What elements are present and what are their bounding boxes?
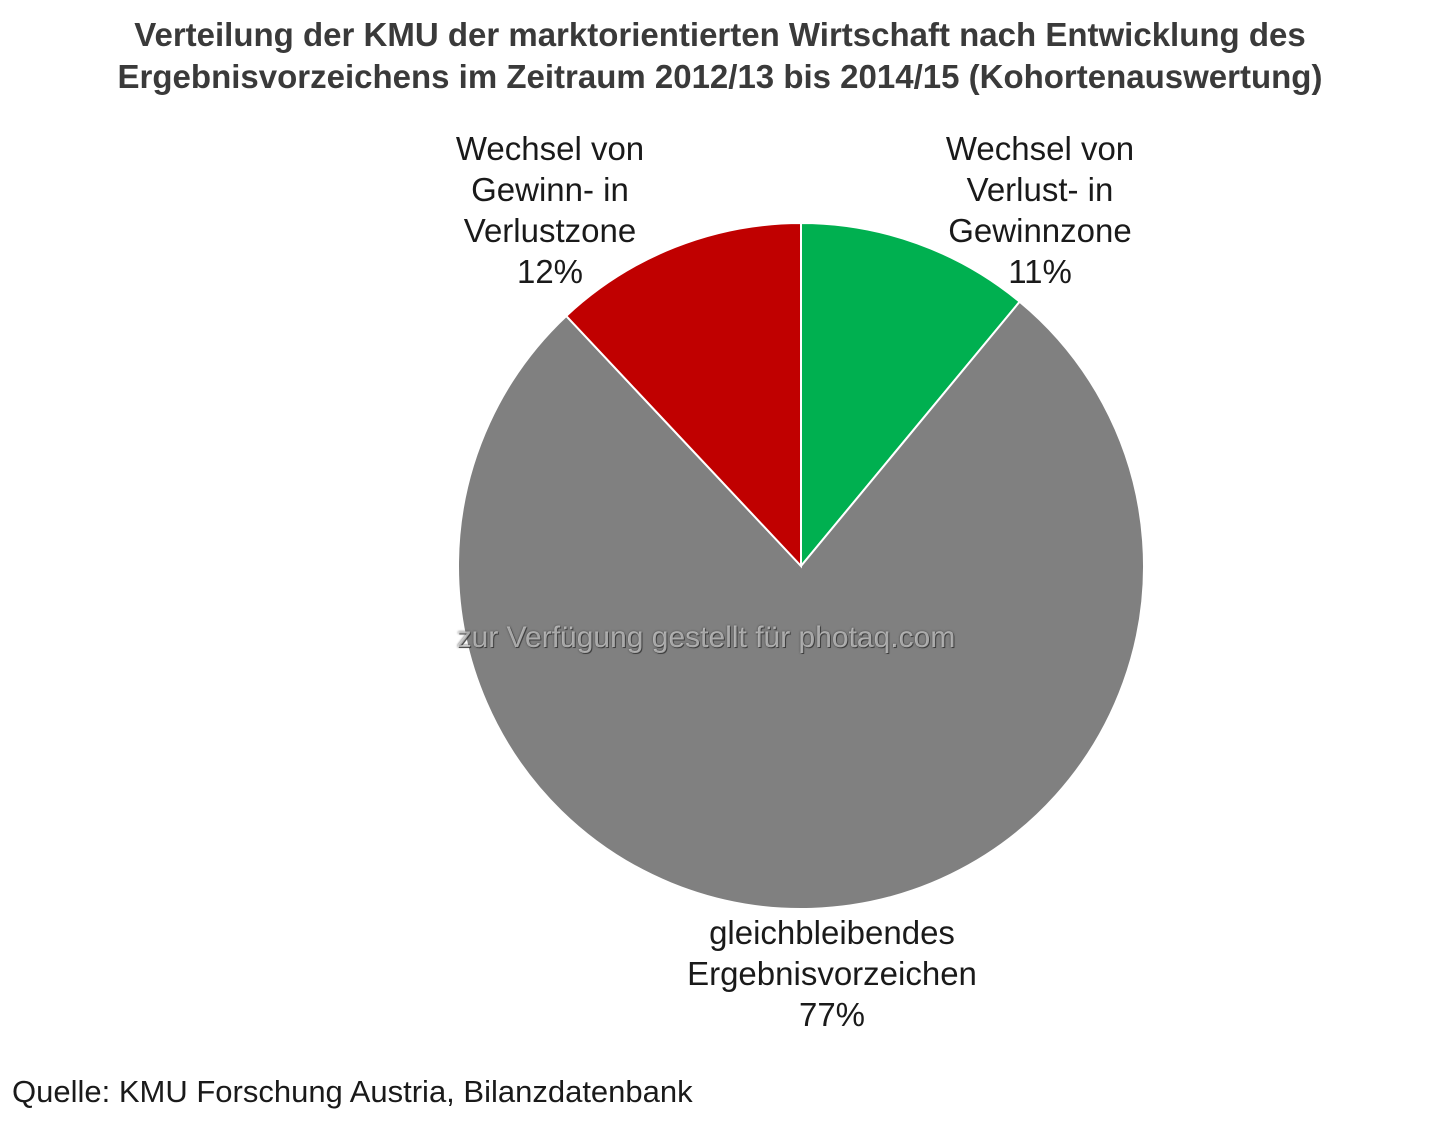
pie-slice-verlust-in-gewinnzone xyxy=(800,221,1022,569)
slice-label-line: gleichbleibendes xyxy=(709,914,955,951)
pie-slice-gewinn-in-verlustzone xyxy=(564,221,802,569)
slice-label-gewinn-in-verlustzone: Wechsel von Gewinn- in Verlustzone 12% xyxy=(390,128,710,292)
slice-label-line: Gewinnzone xyxy=(948,212,1132,249)
watermark-text: zur Verfügung gestellt für photaq.com xyxy=(456,621,956,654)
pie-slice-gleichbleibend xyxy=(457,300,1145,910)
slice-label-verlust-in-gewinnzone: Wechsel von Verlust- in Gewinnzone 11% xyxy=(880,128,1200,292)
chart-title-line-2: Ergebnisvorzeichens im Zeitraum 2012/13 … xyxy=(117,58,1323,95)
slice-label-line: Gewinn- in xyxy=(471,171,629,208)
slice-label-gleichbleibend: gleichbleibendes Ergebnisvorzeichen 77% xyxy=(672,912,992,1035)
slice-label-line: Wechsel von xyxy=(945,130,1135,167)
slice-label-line: Ergebnisvorzeichen xyxy=(687,955,977,992)
source-note: Quelle: KMU Forschung Austria, Bilanzdat… xyxy=(12,1074,693,1109)
slice-label-line: Wechsel von xyxy=(455,130,645,167)
slice-label-line: Verlustzone xyxy=(463,212,637,249)
slice-value-label: 11% xyxy=(1008,253,1072,290)
chart-title: Verteilung der KMU der marktorientierten… xyxy=(0,14,1440,98)
slice-value-label: 77% xyxy=(798,996,866,1033)
chart-title-line-1: Verteilung der KMU der marktorientierten… xyxy=(134,16,1306,53)
slice-label-line: Verlust- in xyxy=(966,171,1114,208)
slice-value-label: 12% xyxy=(516,253,584,290)
